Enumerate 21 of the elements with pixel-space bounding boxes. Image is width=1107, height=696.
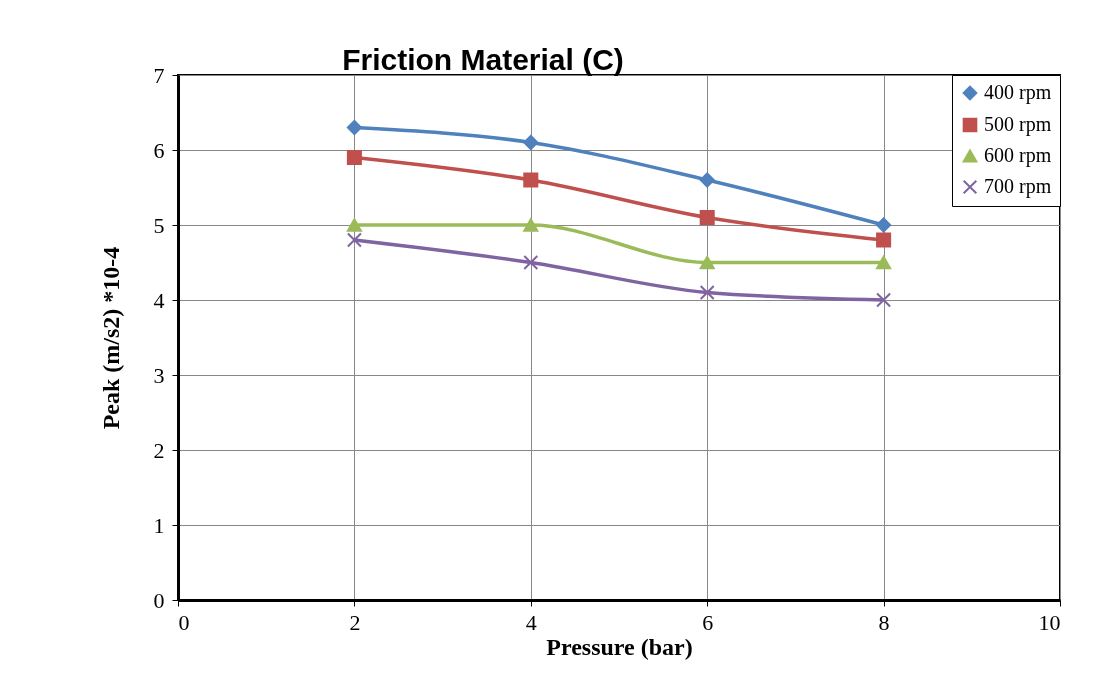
x-tick-label: 6: [702, 609, 714, 635]
x-tick-label: 10: [1038, 609, 1061, 635]
legend-label: 600 rpm: [984, 144, 1052, 167]
legend-label: 400 rpm: [984, 81, 1052, 104]
y-tick-label: 5: [153, 212, 165, 238]
y-tick-label: 0: [153, 587, 165, 613]
y-tick-label: 7: [153, 62, 165, 88]
y-tick-label: 3: [153, 362, 165, 388]
legend-label: 700 rpm: [984, 175, 1052, 198]
x-tick-label: 0: [178, 609, 190, 635]
x-tick-label: 2: [349, 609, 361, 635]
y-tick-label: 4: [153, 287, 165, 313]
chart-title: Friction Material (C): [342, 43, 624, 76]
y-tick-label: 2: [153, 437, 165, 463]
x-tick-label: 4: [525, 609, 537, 635]
y-axis-title: Peak (m/s2) *10-4: [97, 246, 124, 430]
x-axis-title: Pressure (bar): [546, 633, 693, 660]
y-tick-label: 6: [153, 137, 165, 163]
x-tick-label: 8: [878, 609, 890, 635]
y-tick-label: 1: [153, 512, 165, 538]
legend-label: 500 rpm: [984, 113, 1052, 136]
